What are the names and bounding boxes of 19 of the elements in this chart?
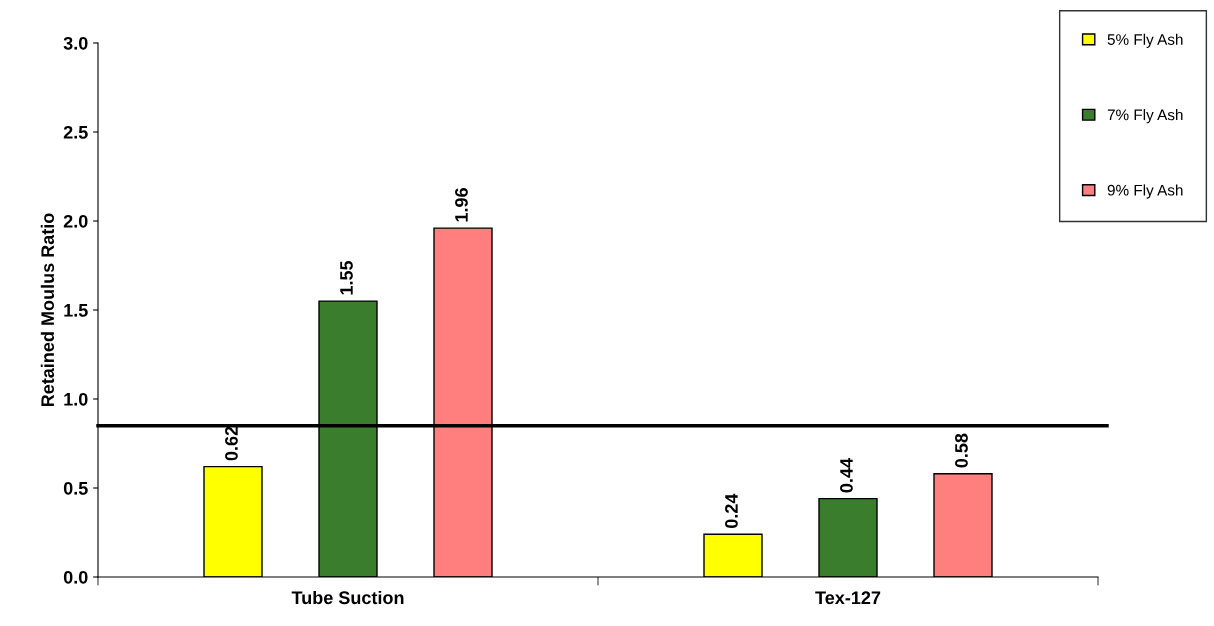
y-tick-label: 0.5 [63,481,88,495]
data-label: 0.62 [225,426,238,461]
legend-label: 7% Fly Ash [1107,109,1183,124]
data-label: 0.44 [840,458,853,493]
legend-label: 9% Fly Ash [1107,184,1183,199]
y-tick-label: 1.0 [64,392,88,406]
x-tick-label: Tex-127 [815,591,881,605]
y-tick-label: 2.0 [63,214,88,228]
y-tick-label: 3.0 [63,36,88,50]
data-label: 0.24 [725,493,738,529]
data-label: 0.58 [955,433,968,468]
y-axis-title: Retained Moulus Ratio [40,213,55,407]
y-tick-label: 2.5 [63,125,88,139]
data-label: 1.55 [340,260,353,295]
x-tick-label: Tube Suction [291,590,404,605]
y-tick-label: 1.5 [64,304,88,317]
y-tick-label: 0.0 [63,570,88,584]
data-label: 1.96 [455,188,468,222]
legend-label: 5% Fly Ash [1107,33,1183,48]
